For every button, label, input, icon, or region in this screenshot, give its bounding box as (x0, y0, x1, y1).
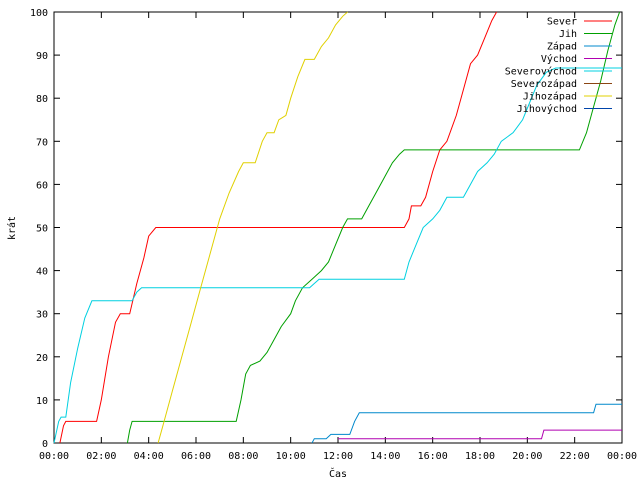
y-tick-label: 80 (36, 94, 48, 105)
legend-label: Sever (547, 17, 577, 28)
legend-label: Jihovýchod (517, 103, 577, 115)
x-tick-label: 02:00 (86, 451, 116, 462)
x-tick-label: 00:00 (607, 451, 637, 462)
legend-label: Jihozápad (523, 91, 577, 103)
legend-label: Západ (547, 41, 577, 53)
x-tick-label: 00:00 (39, 451, 69, 462)
y-tick-label: 30 (36, 310, 48, 321)
y-tick-label: 0 (42, 439, 48, 450)
legend-label: Východ (541, 53, 577, 65)
series-line-jihozápad (157, 11, 348, 444)
series-line-východ (338, 429, 622, 440)
y-axis-title: krát (6, 216, 18, 240)
x-tick-label: 12:00 (323, 451, 353, 462)
y-tick-label: 50 (36, 224, 48, 235)
x-axis: 00:00 02:00 04:00 06:00 08:00 10:00 12:00 14:00… (39, 12, 637, 462)
legend: SeverJihZápadVýchodSeverovýchodSeverozáp… (505, 17, 612, 115)
series-line-sever (59, 11, 498, 444)
x-tick-label: 04:00 (134, 451, 164, 462)
y-tick-label: 40 (36, 267, 48, 278)
legend-label: Severozápad (511, 78, 577, 90)
y-tick-label: 70 (36, 137, 48, 148)
y-axis: 0 10 20 30 40 50 60 70 80 90 100 (30, 8, 622, 450)
x-tick-label: 18:00 (465, 451, 495, 462)
y-tick-label: 90 (36, 51, 48, 62)
legend-label: Jih (559, 29, 577, 40)
series-group (53, 11, 622, 444)
series-line-západ (311, 403, 622, 444)
series-line-jih (126, 11, 621, 444)
y-tick-label: 20 (36, 353, 48, 364)
series-line-severovýchod (53, 67, 622, 444)
x-tick-label: 10:00 (276, 451, 306, 462)
x-tick-label: 14:00 (370, 451, 400, 462)
x-tick-label: 22:00 (560, 451, 590, 462)
x-tick-label: 16:00 (418, 451, 448, 462)
y-tick-label: 10 (36, 396, 48, 407)
x-tick-label: 20:00 (512, 451, 542, 462)
x-axis-title: Čas (329, 467, 347, 480)
x-tick-label: 08:00 (228, 451, 258, 462)
legend-label: Severovýchod (505, 66, 577, 78)
x-tick-label: 06:00 (181, 451, 211, 462)
y-tick-label: 100 (30, 8, 48, 19)
y-tick-label: 60 (36, 180, 48, 191)
